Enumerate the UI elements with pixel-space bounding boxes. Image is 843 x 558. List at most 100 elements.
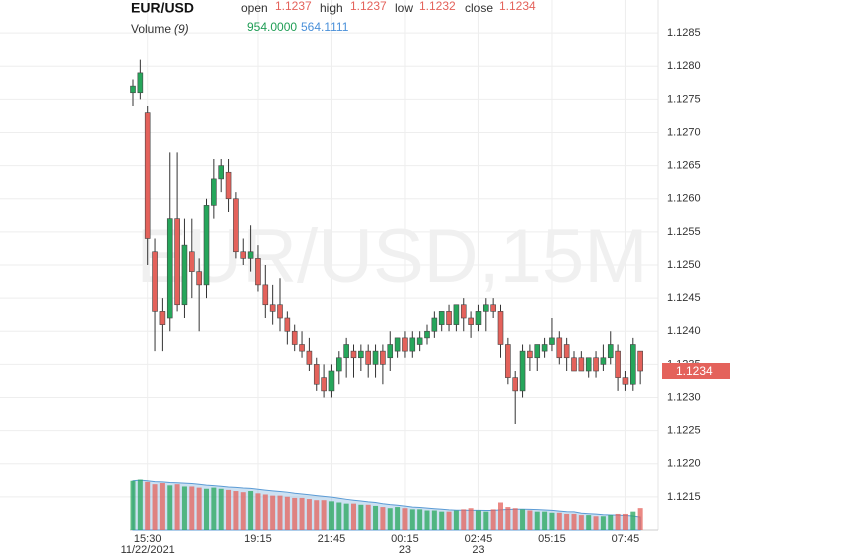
- candle-body: [453, 304, 460, 325]
- volume-bar: [321, 500, 327, 530]
- x-tick-label: 15:30: [134, 533, 162, 545]
- volume-bar: [475, 510, 481, 530]
- candle-body: [299, 344, 305, 352]
- last-price-label: 1.1234: [676, 364, 713, 378]
- candle-body: [240, 251, 247, 259]
- legend-high-label: high: [320, 1, 343, 15]
- volume-bar: [351, 503, 356, 530]
- volume-bar: [373, 505, 379, 530]
- candle-body: [475, 311, 482, 325]
- candle-body: [563, 344, 570, 359]
- candle-body: [527, 350, 533, 359]
- y-tick-label: 1.1280: [667, 60, 701, 72]
- y-tick-label: 1.1250: [667, 259, 701, 271]
- candle-body: [571, 357, 577, 372]
- volume-bar: [174, 484, 180, 530]
- volume-bar: [167, 485, 173, 530]
- volume-bar: [226, 489, 232, 530]
- candle-body: [306, 350, 313, 365]
- volume-bar: [380, 507, 386, 530]
- volume-bar: [299, 497, 305, 530]
- x-tick-label: 00:15: [391, 533, 419, 545]
- candle-body: [196, 271, 202, 286]
- x-tick-label: 07:45: [612, 533, 640, 545]
- candle-body: [387, 344, 394, 359]
- volume-bar: [593, 516, 599, 530]
- candle-body: [490, 304, 496, 312]
- candle-body: [137, 72, 144, 94]
- candle-body: [431, 317, 438, 332]
- candle-body: [181, 244, 188, 306]
- candle-body: [372, 350, 379, 365]
- volume-bar: [424, 510, 430, 530]
- candle-body: [152, 251, 158, 312]
- volume-bar: [622, 513, 628, 530]
- legend-close-label: close: [465, 1, 493, 15]
- legend-open-label: open: [241, 1, 268, 15]
- volume-bar: [512, 508, 518, 530]
- volume-bar: [556, 512, 562, 530]
- candle-body: [144, 112, 151, 239]
- candle-body: [218, 165, 224, 180]
- y-tick-label: 1.1245: [667, 292, 701, 304]
- volume-bar: [314, 500, 320, 530]
- candle-body: [549, 337, 555, 345]
- volume-bar: [608, 515, 614, 530]
- candle-body: [166, 218, 173, 319]
- volume-bar: [262, 494, 268, 530]
- candle-body: [615, 350, 621, 378]
- y-tick-label: 1.1260: [667, 193, 701, 205]
- candle-body: [277, 304, 283, 319]
- volume-bar: [336, 502, 342, 530]
- volume-bar: [600, 516, 606, 530]
- candle-body: [585, 357, 592, 372]
- volume-bar: [152, 484, 158, 530]
- volume-bar: [453, 510, 459, 530]
- volume-bar: [306, 499, 312, 530]
- volume-bar: [483, 511, 489, 530]
- candle-body: [394, 337, 401, 352]
- candle-body: [446, 311, 452, 325]
- candle-body: [233, 198, 239, 253]
- candle-body: [607, 344, 614, 359]
- candle-body: [409, 337, 416, 352]
- volume-bar: [417, 509, 423, 530]
- volume-bar: [637, 508, 643, 530]
- volume-bar: [571, 513, 577, 530]
- candle-body: [335, 357, 342, 372]
- volume-bar: [468, 508, 474, 530]
- candle-body: [578, 357, 585, 372]
- candle-body: [358, 350, 364, 359]
- candle-body: [505, 344, 511, 378]
- volume-bar: [328, 501, 334, 530]
- candle-body: [130, 85, 136, 94]
- volume-bar: [409, 509, 415, 530]
- candle-body: [416, 337, 423, 345]
- candle-body: [424, 330, 430, 339]
- candle-body: [262, 284, 269, 306]
- x-tick-label: 05:15: [538, 533, 566, 545]
- volume-bar: [461, 509, 467, 530]
- volume-bar: [446, 511, 452, 530]
- candle-body: [284, 317, 291, 332]
- candle-body: [519, 350, 526, 392]
- legend-close-value: 1.1234: [499, 0, 536, 13]
- volume-bar: [630, 511, 636, 530]
- y-tick-label: 1.1215: [667, 491, 701, 503]
- volume-bar: [564, 513, 570, 530]
- candle-body: [600, 357, 607, 365]
- volume-bar: [586, 515, 592, 530]
- volume-bar: [292, 497, 298, 530]
- x-date-label: 23: [399, 544, 411, 556]
- volume-bar: [248, 491, 254, 530]
- volume-bar: [490, 509, 496, 530]
- candle-body: [629, 344, 636, 385]
- volume-legend-label: Volume: [131, 22, 171, 36]
- candle-body: [313, 364, 320, 385]
- volume-bar: [233, 491, 239, 530]
- volume-bar: [505, 507, 511, 530]
- legend-low-label: low: [395, 1, 413, 15]
- volume-bar: [255, 493, 261, 530]
- candle-body: [247, 251, 254, 259]
- volume-bar: [159, 483, 165, 530]
